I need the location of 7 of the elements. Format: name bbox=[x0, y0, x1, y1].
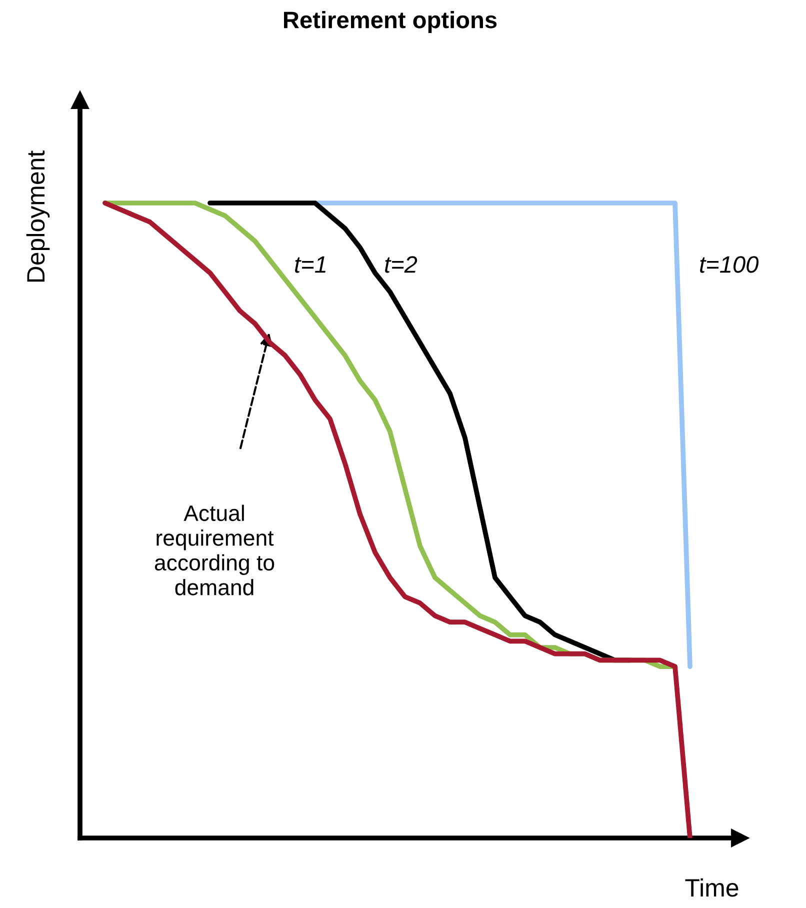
y-axis-title: Deployment bbox=[26, 150, 50, 282]
chart-title: Retirement options bbox=[284, 10, 497, 34]
series-label: t=2 bbox=[385, 256, 418, 273]
series-label: t=100 bbox=[700, 256, 759, 273]
series-label: t=1 bbox=[295, 256, 326, 273]
x-axis-title: Time bbox=[685, 878, 738, 897]
annotation: Actual requirement according to demand bbox=[154, 504, 274, 596]
